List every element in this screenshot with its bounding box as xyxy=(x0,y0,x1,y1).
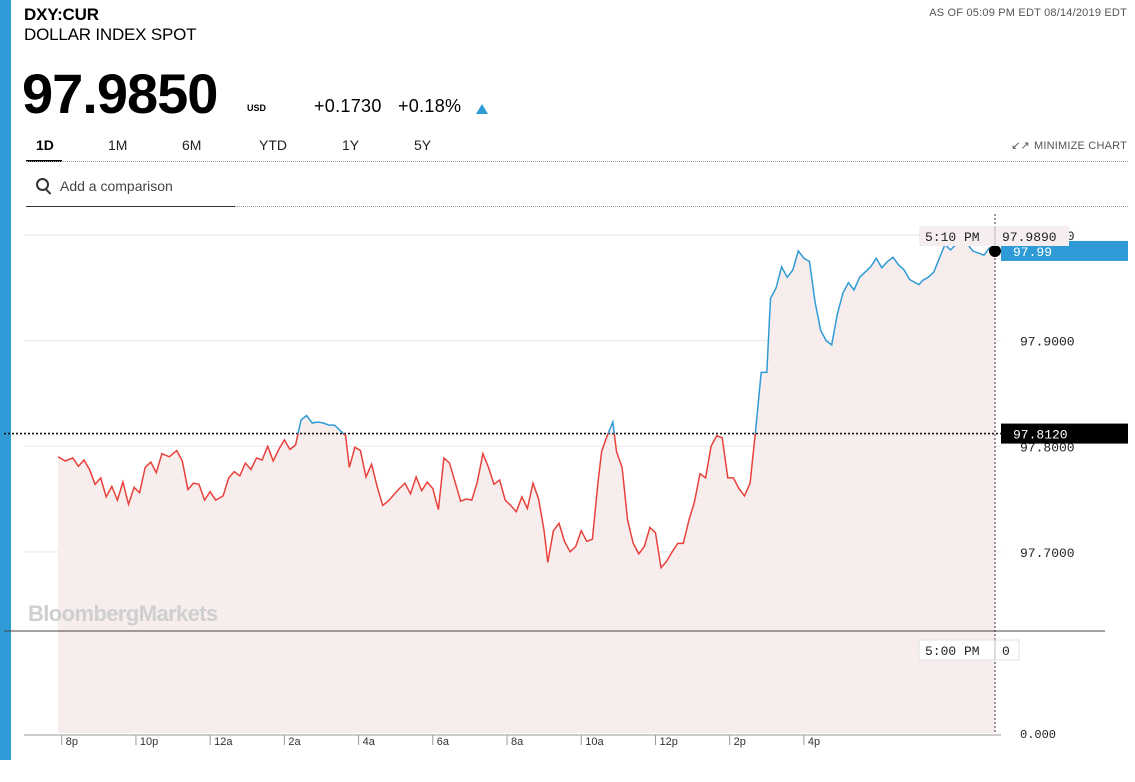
x-tick-label: 10a xyxy=(585,736,604,748)
volume-time-label: 5:00 PM xyxy=(925,644,980,659)
x-tick-label: 2p xyxy=(734,736,746,748)
chart-top-divider xyxy=(235,206,1128,207)
x-tick-label: 6a xyxy=(437,736,450,748)
ticker-symbol: DXY:CUR xyxy=(24,5,99,24)
hover-value-label: 97.9890 xyxy=(1002,230,1057,245)
security-name: DOLLAR INDEX SPOT xyxy=(24,25,197,44)
watermark-logo: BloombergMarkets xyxy=(28,601,218,626)
hover-time-label: 5:10 PM xyxy=(925,230,980,245)
percent-change: +0.18% xyxy=(398,96,462,116)
volume-value-label: 0 xyxy=(1002,644,1010,659)
accent-bar xyxy=(0,0,11,760)
minimize-chart-label: MINIMIZE CHART xyxy=(1033,140,1127,152)
tab-ytd[interactable]: YTD xyxy=(259,137,287,153)
x-tick-label: 10p xyxy=(140,736,158,748)
volume-tooltip: 5:00 PM 0 xyxy=(918,639,1020,661)
volume-axis-label: 0.000 xyxy=(1020,728,1056,742)
tab-1m[interactable]: 1M xyxy=(108,137,128,153)
x-tick-label: 4p xyxy=(808,736,820,748)
as-of-timestamp: AS OF 05:09 PM EDT 08/14/2019 EDT xyxy=(929,7,1127,19)
last-price-marker xyxy=(989,244,1001,257)
previous-close-value: 97.8120 xyxy=(1013,428,1068,443)
x-tick-label: 4a xyxy=(363,736,376,748)
comparison-search-input[interactable] xyxy=(60,174,230,198)
search-icon xyxy=(36,178,49,191)
tab-5y[interactable]: 5Y xyxy=(414,137,432,153)
previous-close-badge: 97.8120 xyxy=(1001,423,1128,444)
net-change: +0.1730 xyxy=(314,96,382,116)
up-arrow-icon xyxy=(476,104,488,114)
x-axis: 8p 10p 12a 2a 4a 6a 8a 10a 12p 2p 4p xyxy=(24,734,1001,748)
last-price: 97.9850 xyxy=(22,62,218,125)
hover-tooltip: 5:10 PM 97.9890 xyxy=(919,226,1069,246)
tab-1d[interactable]: 1D xyxy=(36,137,54,153)
price-area-fill xyxy=(58,237,995,733)
y-tick-label: 97.9000 xyxy=(1020,335,1075,350)
tab-1y[interactable]: 1Y xyxy=(342,137,360,153)
tabs-divider xyxy=(26,161,1128,162)
currency-label: USD xyxy=(247,103,267,113)
price-line-below-close xyxy=(57,433,757,570)
y-tick-label: 97.7000 xyxy=(1020,546,1075,561)
comparison-search xyxy=(26,168,235,207)
y-tick-label: 97.8000 xyxy=(1020,440,1075,455)
x-tick-label: 12p xyxy=(659,736,677,748)
x-tick-label: 8a xyxy=(511,736,524,748)
tab-6m[interactable]: 6M xyxy=(182,137,202,153)
x-tick-label: 12a xyxy=(214,736,233,748)
x-tick-label: 8p xyxy=(66,736,78,748)
minimize-chart-button[interactable]: ↙↗ MINIMIZE CHART xyxy=(1011,139,1127,152)
last-price-badge-value: 97.99 xyxy=(1013,245,1052,260)
minimize-arrows-icon: ↙↗ xyxy=(1011,140,1030,152)
price-line-above-close xyxy=(297,236,996,434)
x-tick-label: 2a xyxy=(288,736,301,748)
